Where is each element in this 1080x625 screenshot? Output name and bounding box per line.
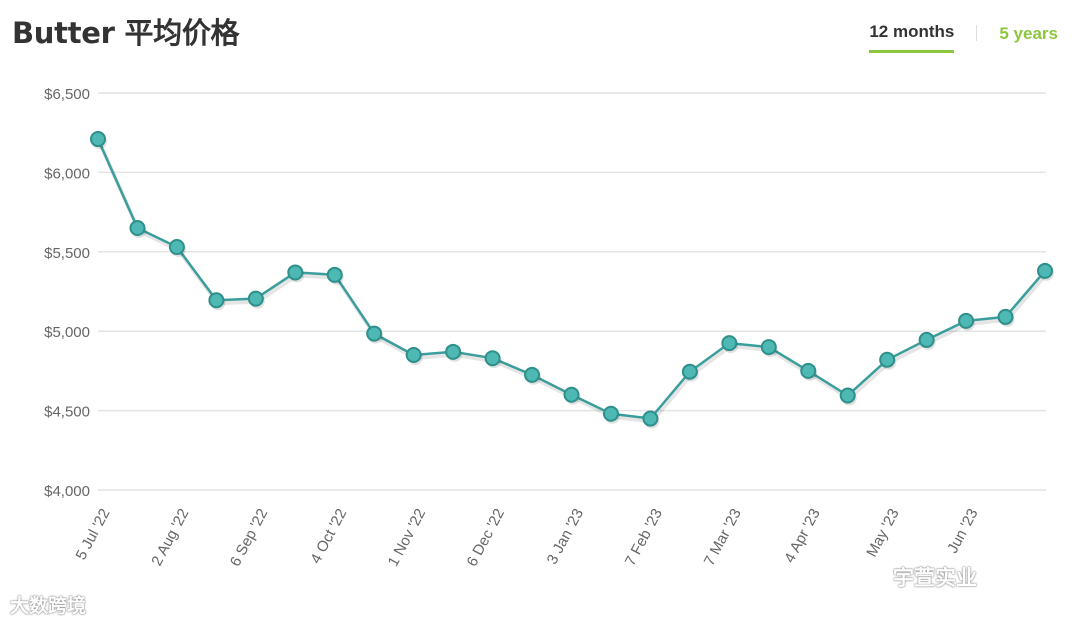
y-tick-label: $4,000 xyxy=(44,483,90,500)
data-point xyxy=(208,292,225,309)
x-tick-label: Jun '23 xyxy=(944,506,982,556)
x-tick-label: 7 Mar '23 xyxy=(701,506,745,569)
x-tick-label: 5 Jul '22 xyxy=(73,506,114,563)
series-line-shadow xyxy=(97,141,1049,424)
data-point xyxy=(563,386,580,403)
data-point xyxy=(1037,262,1053,279)
data-point xyxy=(247,290,264,307)
watermark-left: 大数跨境 xyxy=(10,595,87,617)
data-point xyxy=(879,351,896,368)
data-point xyxy=(681,363,698,380)
data-point xyxy=(760,339,777,356)
data-point xyxy=(997,308,1014,325)
y-tick-label: $5,000 xyxy=(44,324,90,341)
watermark-right: 宇萱实业 xyxy=(893,566,977,590)
x-tick-label: 6 Dec '22 xyxy=(464,506,509,570)
data-point xyxy=(405,347,422,364)
y-tick-label: $6,500 xyxy=(44,86,90,103)
data-point xyxy=(918,331,935,348)
data-point xyxy=(839,387,856,404)
data-point xyxy=(484,350,501,367)
page-title: Butter 平均价格 xyxy=(12,16,240,50)
x-tick-label: 3 Jan '23 xyxy=(544,506,587,567)
period-tabs: 12 months 5 years xyxy=(869,22,1058,53)
y-tick-label: $5,500 xyxy=(44,245,90,262)
data-point xyxy=(524,366,541,383)
data-point xyxy=(168,239,185,256)
tab-divider xyxy=(976,24,978,41)
x-tick-label: 4 Apr '23 xyxy=(781,506,824,566)
data-point xyxy=(326,266,343,283)
data-point xyxy=(445,343,462,360)
y-tick-label: $6,000 xyxy=(44,165,90,182)
x-tick-label: 6 Sep '22 xyxy=(227,506,272,570)
x-tick-label: May '23 xyxy=(863,506,902,560)
series-line xyxy=(96,138,1046,420)
data-point xyxy=(800,362,817,379)
data-point xyxy=(642,410,659,427)
data-point xyxy=(366,325,383,342)
tab-12-months[interactable]: 12 months xyxy=(869,22,955,53)
data-point xyxy=(958,312,975,329)
tab-5-years[interactable]: 5 years xyxy=(999,23,1058,43)
data-point xyxy=(129,219,146,236)
data-point xyxy=(602,405,619,422)
data-point xyxy=(721,335,738,352)
data-point xyxy=(287,264,304,281)
y-tick-label: $4,500 xyxy=(44,404,90,421)
data-point xyxy=(90,131,106,148)
x-tick-label: 7 Feb '23 xyxy=(622,506,666,569)
x-tick-label: 2 Aug '22 xyxy=(148,506,192,569)
x-tick-label: 1 Nov '22 xyxy=(385,506,430,570)
x-tick-label: 4 Oct '22 xyxy=(307,506,350,567)
